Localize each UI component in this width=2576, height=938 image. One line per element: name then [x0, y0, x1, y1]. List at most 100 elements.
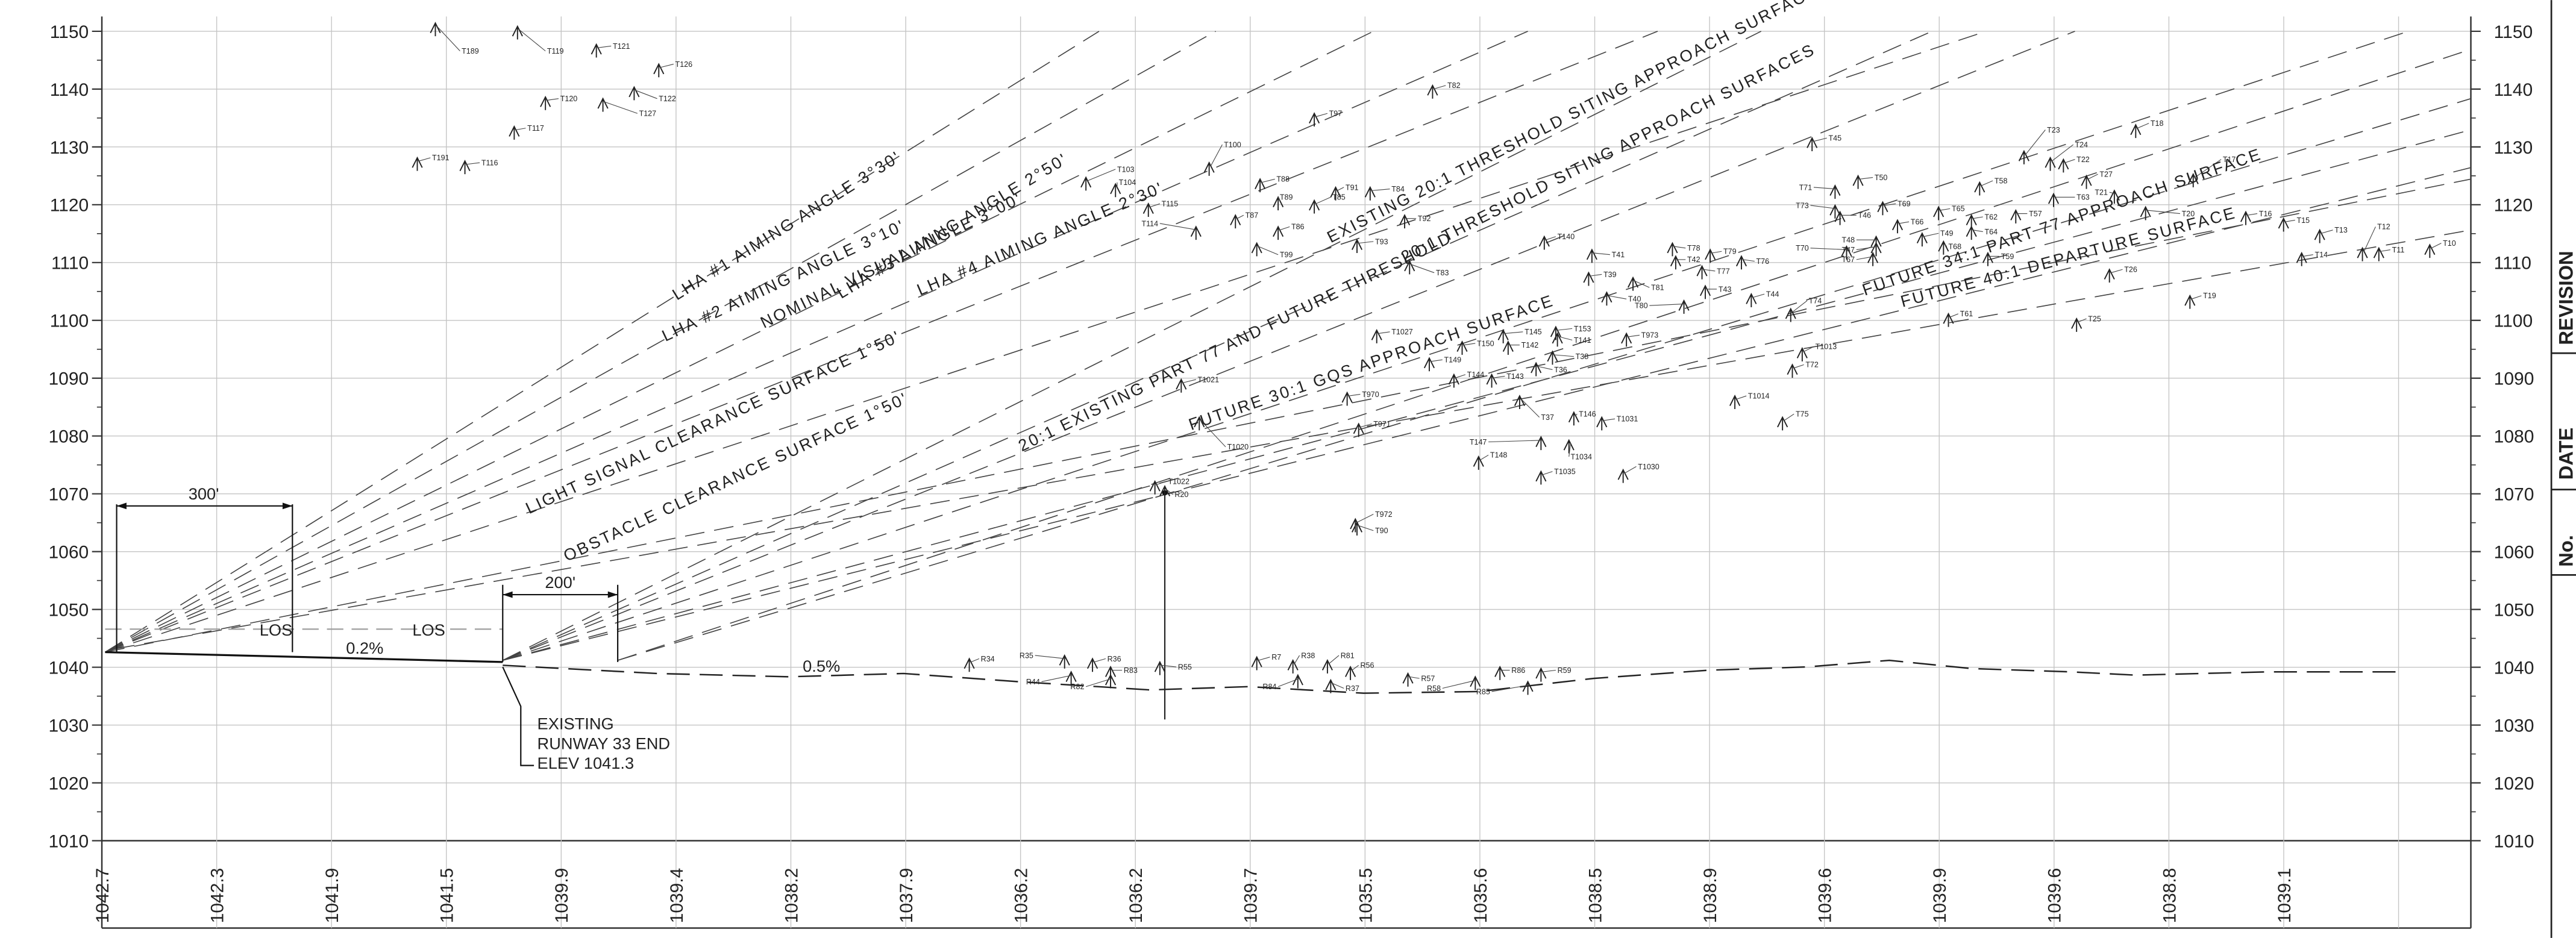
obstacle-symbol [1159, 484, 1171, 499]
obstacle-leader [1625, 466, 1637, 474]
obstacle-symbol [1535, 436, 1547, 451]
los-label: LOS [412, 621, 445, 639]
obstacle-symbol [1746, 293, 1757, 307]
obstacle-label: R58 [1427, 684, 1441, 693]
obstacle-symbol [1583, 271, 1594, 286]
obstacle-label: R56 [1360, 661, 1374, 670]
obstacle-symbol [1351, 521, 1363, 536]
elevation-label: 1040 [49, 658, 89, 678]
obstacle-symbol [540, 95, 551, 110]
obstacle-label: T48 [1842, 236, 1855, 245]
obstacle-leader [1358, 525, 1374, 531]
obstacle-symbol [2018, 149, 2029, 164]
obstacle-symbol [1176, 378, 1187, 393]
obstacle-leader [2321, 230, 2333, 234]
obstacle-symbol [1538, 235, 1550, 250]
obstacle-leader [604, 101, 638, 114]
obstacle-leader [1434, 85, 1446, 89]
obstacle-label: T75 [1796, 410, 1809, 419]
obstacle-symbol [2140, 205, 2151, 220]
obstacle-leader [1923, 233, 1939, 237]
obstacle-symbol [1867, 251, 1879, 266]
elevation-label: 1020 [49, 774, 89, 793]
surface-line [105, 31, 1528, 653]
obstacle-label: T189 [462, 47, 479, 55]
obstacle-label: R44 [1026, 678, 1040, 686]
elevation-label: 1060 [2494, 543, 2534, 563]
obstacle-symbol [412, 156, 423, 171]
obstacle-leader [1480, 454, 1489, 460]
obstacle-symbol [2130, 124, 2142, 139]
obstacle-leader [1634, 280, 1650, 288]
obstacle-label: T116 [481, 158, 498, 167]
obstacle-leader [1674, 246, 1686, 249]
obstacle-label: T43 [1719, 285, 1732, 293]
runway-note: EXISTING [537, 714, 614, 733]
obstacle-label: T66 [1911, 218, 1924, 227]
obstacle-leader [1537, 366, 1553, 371]
obstacle-leader [1810, 248, 1849, 251]
obstacle-leader [1493, 375, 1505, 378]
obstacle-symbol [1705, 248, 1716, 263]
surface-line [503, 167, 2471, 661]
obstacle-symbol [597, 97, 609, 112]
obstacle-label: T67 [1842, 255, 1855, 264]
surface-line [105, 31, 1100, 653]
obstacle-label: T77 [1717, 267, 1730, 275]
obstacle-leader [1804, 346, 1814, 352]
station-label: 1039.7 [1241, 868, 1261, 924]
elevation-label: 1050 [49, 601, 89, 621]
obstacle-label: T114 [1141, 219, 1158, 228]
obstacle-label: R82 [1070, 683, 1084, 691]
obstacle-symbol [1473, 455, 1484, 470]
obstacle-symbol [1194, 416, 1205, 431]
obstacle-symbol [512, 25, 523, 40]
obstacle-label: T72 [1805, 361, 1819, 369]
obstacle-symbol [964, 657, 975, 672]
elevation-label: 1080 [2494, 427, 2534, 447]
obstacle-symbol [1785, 307, 1796, 322]
obstacle-label: T16 [2259, 210, 2272, 218]
obstacle-label: T973 [1641, 331, 1659, 340]
obstacle-leader [1554, 354, 1574, 357]
obstacle-leader [1166, 489, 1173, 495]
obstacle-label: R57 [1421, 674, 1435, 683]
obstacle-label: T25 [2088, 314, 2101, 323]
surface-line [105, 31, 1216, 653]
obstacle-label: T1034 [1570, 452, 1592, 461]
station-label: 1039.9 [552, 868, 572, 924]
obstacle-leader [635, 90, 657, 99]
obstacle-symbol [2048, 192, 2060, 207]
obstacle-label: T58 [1995, 177, 2008, 185]
obstacle-label: T78 [1687, 244, 1700, 252]
obstacle-label: T120 [560, 95, 578, 103]
obstacle-label: T79 [1723, 248, 1737, 256]
elevation-label: 1080 [49, 427, 89, 447]
obstacle-label: T1030 [1638, 463, 1659, 471]
obstacle-label: T99 [1280, 251, 1293, 259]
obstacle-label: T149 [1444, 356, 1462, 364]
obstacle-label: T17 [2223, 155, 2236, 164]
obstacle-leader [1752, 293, 1765, 298]
obstacle-leader [1371, 189, 1390, 191]
obstacle-label: T20 [2182, 210, 2195, 218]
obstacle-leader [1352, 664, 1359, 671]
elevation-label: 1100 [50, 311, 89, 331]
obstacle-leader [1360, 423, 1372, 428]
obstacle-label: R20 [1174, 490, 1188, 499]
obstacle-label: T92 [1418, 214, 1431, 223]
obstacle-label: T11 [2392, 246, 2405, 254]
obstacle-leader [1603, 418, 1615, 421]
obstacle-symbol [2108, 189, 2120, 204]
obstacle-leader [1409, 676, 1420, 679]
obstacle-label: T100 [1224, 140, 1241, 149]
obstacle-symbol [2240, 210, 2252, 225]
obstacle-label: T71 [1799, 183, 1813, 192]
obstacle-leader [1258, 657, 1270, 661]
elevation-label: 1070 [49, 485, 89, 505]
station-label: 1036.2 [1126, 868, 1146, 924]
obstacle-symbol [2278, 217, 2289, 232]
obstacle-label: T14 [2315, 251, 2328, 259]
obstacle-leader [1810, 205, 1837, 209]
obstacle-label: R83 [1124, 666, 1138, 675]
